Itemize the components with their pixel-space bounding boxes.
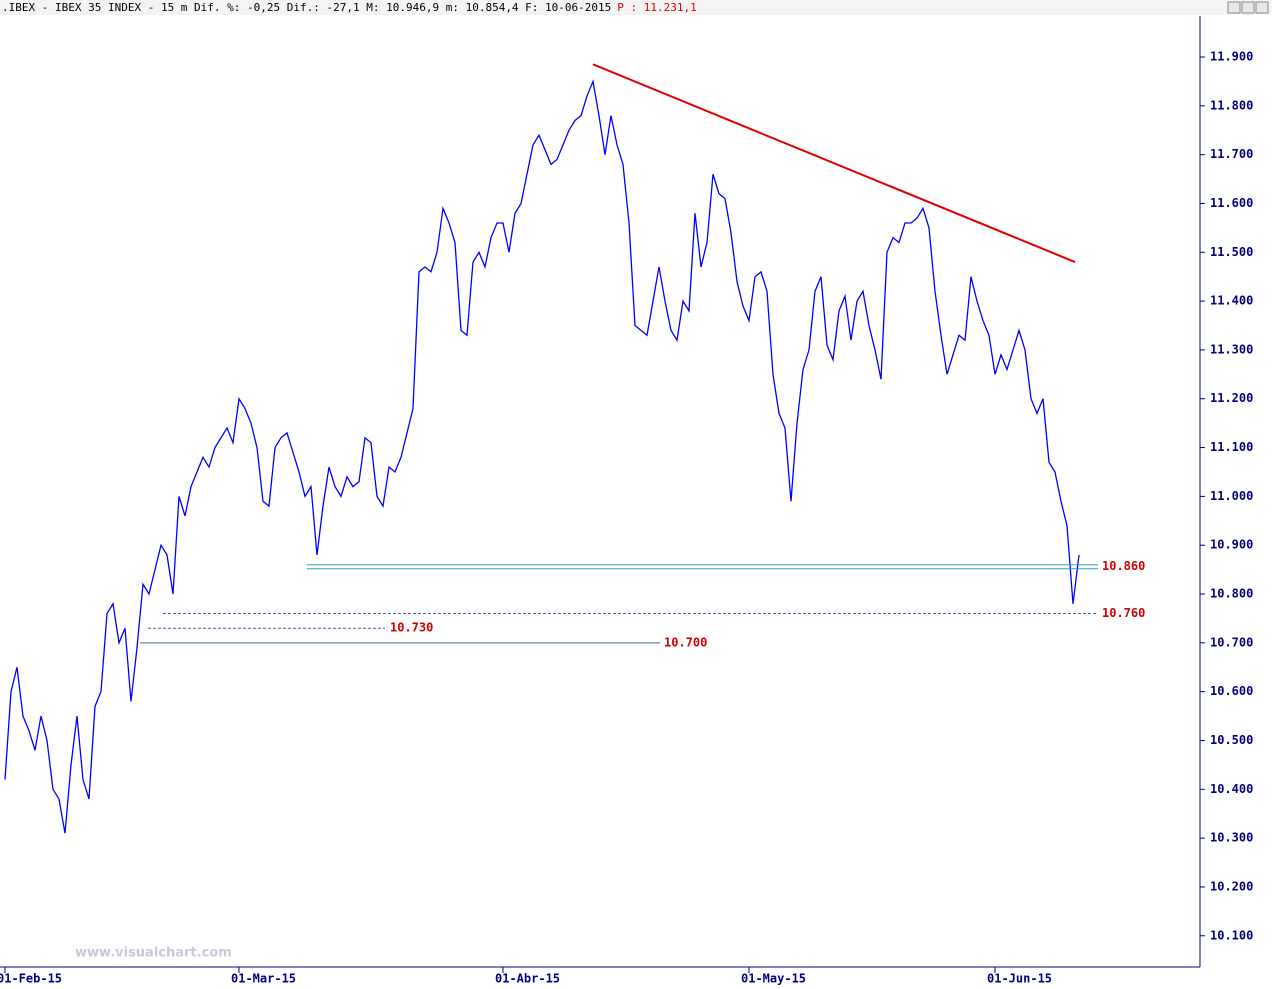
level-label: 10.760	[1102, 606, 1145, 620]
watermark: www.visualchart.com	[75, 946, 232, 961]
y-tick-label: 11.300	[1210, 342, 1253, 356]
y-tick-label: 11.000	[1210, 489, 1253, 503]
minimize-button[interactable]	[1227, 1, 1241, 14]
y-tick-label: 11.400	[1210, 294, 1253, 308]
y-tick-label: 11.800	[1210, 98, 1253, 112]
x-tick-label: 01-Mar-15	[231, 972, 296, 986]
y-tick-label: 10.300	[1210, 831, 1253, 845]
price-line	[4, 79, 1080, 834]
y-tick-label: 11.600	[1210, 196, 1253, 210]
x-tick-label: 01-May-15	[741, 972, 806, 986]
y-tick-label: 10.700	[1210, 635, 1253, 649]
y-tick-label: 10.500	[1210, 733, 1253, 747]
y-tick-label: 11.900	[1210, 50, 1253, 64]
y-tick-label: 10.800	[1210, 587, 1253, 601]
level-label: 10.860	[1102, 559, 1145, 573]
level-label: 10.700	[664, 635, 707, 649]
y-tick-label: 11.100	[1210, 440, 1253, 454]
y-tick-label: 10.600	[1210, 684, 1253, 698]
y-tick-label: 10.400	[1210, 782, 1253, 796]
y-tick-label: 10.200	[1210, 879, 1253, 893]
y-tick-label: 11.700	[1210, 147, 1253, 161]
y-tick-label: 10.100	[1210, 928, 1253, 942]
y-tick-label: 11.200	[1210, 391, 1253, 405]
header: .IBEX - IBEX 35 INDEX - 15 m Dif. %: -0,…	[2, 1, 611, 14]
window-buttons[interactable]	[1227, 1, 1269, 14]
x-tick-label: 01-Jun-15	[987, 972, 1052, 986]
x-tick-label: 01-Feb-15	[0, 972, 62, 986]
trend-line	[592, 63, 1076, 263]
x-tick-label: 01-Abr-15	[495, 972, 560, 986]
level-label: 10.730	[390, 621, 433, 635]
y-tick-label: 11.500	[1210, 245, 1253, 259]
y-tick-label: 10.900	[1210, 538, 1253, 552]
maximize-button[interactable]	[1241, 1, 1255, 14]
header-bar	[0, 0, 1272, 15]
header-price: P : 11.231,1	[617, 1, 696, 14]
close-button[interactable]	[1255, 1, 1269, 14]
